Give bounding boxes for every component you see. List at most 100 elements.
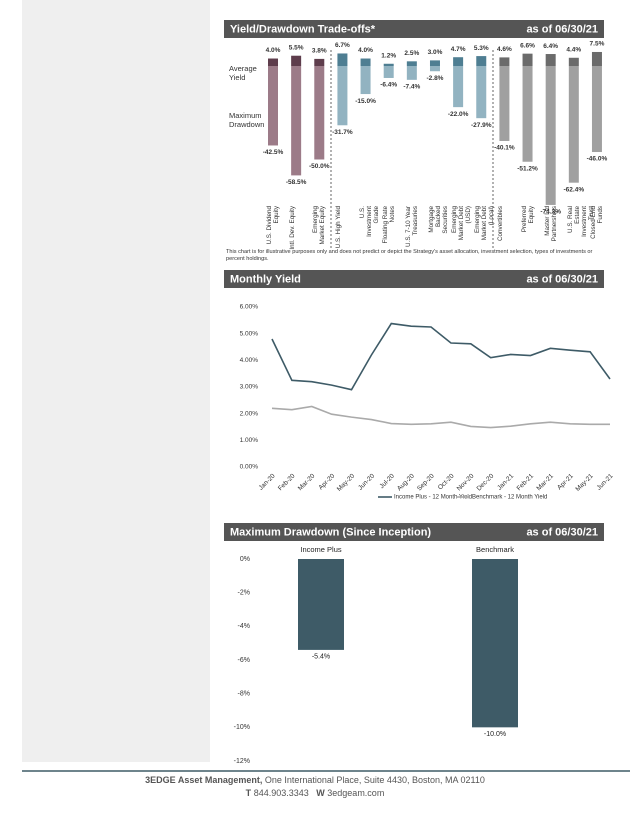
bar (429, 60, 440, 66)
bar (568, 66, 579, 183)
value-label: -58.5% (286, 179, 307, 186)
category-label: Mortgage Backed Securities (427, 206, 449, 234)
x-tick-label: Mar-21 (535, 472, 555, 492)
value-label: -10.0% (484, 731, 506, 738)
line-series (271, 405, 610, 429)
bar (406, 61, 417, 66)
value-label: 3.8% (312, 48, 327, 55)
category-label: Master Ltd Partnerships (543, 206, 558, 242)
bar (291, 55, 302, 66)
bar (268, 66, 278, 146)
value-label: -6.4% (380, 82, 397, 89)
legend-label: Income Plus - 12 Month Yield (394, 495, 472, 501)
y-tick-label: 3.00% (240, 384, 259, 391)
line-series (271, 322, 611, 391)
value-label: 4.6% (497, 46, 512, 53)
y-tick-label: 5.00% (240, 330, 259, 337)
value-label: -42.5% (263, 149, 284, 156)
y-tick-label: 4.00% (240, 357, 259, 364)
value-label: 6.7% (335, 42, 350, 49)
bar (383, 63, 394, 66)
x-tick-label: Apr-20 (318, 472, 337, 491)
value-label: -27.9% (471, 122, 492, 129)
bar (472, 559, 518, 728)
bar (591, 66, 602, 153)
x-tick-label: Sep-20 (416, 472, 436, 492)
web-label: W (316, 788, 325, 798)
bar (499, 57, 510, 66)
bar (545, 54, 556, 66)
value-label: -50.0% (309, 163, 330, 170)
bar (476, 56, 487, 66)
sidebar (22, 0, 210, 762)
y-tick-label: 0.00% (240, 464, 259, 471)
x-tick-label: Jan-21 (496, 472, 515, 491)
value-label: -2.8% (426, 75, 443, 82)
x-tick-label: Oct-20 (437, 472, 456, 491)
y-tick-label: -6% (238, 657, 250, 664)
category-label: U.S. High Yield (335, 206, 343, 249)
category-label: Convertibles (497, 206, 505, 241)
footnote: This chart is for illustrative purposes … (226, 249, 593, 262)
bar (406, 66, 417, 80)
category-label: Emerging Market Equity (312, 206, 327, 245)
x-tick-label: Jan-20 (258, 472, 277, 491)
footer-line: T 844.903.3343 W 3edgeam.com (0, 788, 630, 798)
bar (383, 66, 394, 78)
chart-date: as of 06/30/21 (526, 526, 598, 538)
category-label: Floating Rate Notes (381, 206, 396, 244)
footer-line: 3EDGE Asset Management, One Internationa… (0, 775, 630, 785)
chart-title: Yield/Drawdown Trade-offs* (230, 23, 376, 35)
bar (591, 51, 602, 66)
y-tick-label: 1.00% (240, 437, 259, 444)
bar (360, 58, 371, 66)
y-tick-label: -2% (238, 590, 250, 597)
series-label: Average Yield (229, 64, 257, 82)
bar (499, 66, 510, 141)
header-bar (224, 523, 604, 541)
bar (545, 66, 556, 205)
x-tick-label: Feb-20 (277, 472, 297, 492)
chart-title: Monthly Yield (230, 273, 301, 285)
value-label: 5.3% (474, 45, 489, 52)
address: One International Place, Suite 4430, Bos… (264, 775, 485, 785)
category-label: U.S. 7-10 Year Treasuries (404, 206, 419, 247)
bar (291, 66, 302, 176)
bar (453, 57, 464, 66)
x-tick-label: Mar-20 (297, 472, 317, 492)
y-tick-label: 2.00% (240, 410, 259, 417)
value-label: -40.1% (494, 145, 515, 152)
chart-date: as of 06/30/21 (526, 23, 598, 35)
value-label: -22.0% (448, 111, 469, 118)
chart-title: Maximum Drawdown (Since Inception) (230, 526, 431, 538)
category-label: U.S. Investment Grade (358, 206, 380, 237)
value-label: 2.5% (404, 50, 419, 57)
bar (268, 58, 278, 66)
bar (522, 66, 533, 162)
x-tick-label: Jun-20 (357, 472, 376, 491)
bar (337, 53, 348, 66)
phone-label: T (245, 788, 252, 798)
category-label: Intl. Dev. Equity (289, 206, 297, 250)
category-label: Income Plus (300, 545, 342, 554)
value-label: 1.2% (381, 52, 396, 59)
bar (453, 66, 464, 108)
bar (429, 66, 440, 72)
bar (476, 66, 487, 119)
value-label: 7.5% (590, 41, 605, 48)
value-label: -7.4% (403, 84, 420, 91)
category-label: Preferred Equity (520, 206, 535, 233)
company: 3EDGE Asset Management, (145, 775, 263, 785)
x-tick-label: Dec-20 (476, 472, 496, 492)
header-bar (224, 270, 604, 288)
y-tick-label: -8% (238, 691, 250, 698)
value-label: -46.0% (587, 156, 608, 163)
value-label: -15.0% (355, 98, 376, 105)
x-tick-label: Feb-21 (516, 472, 536, 492)
x-tick-label: Jul-20 (378, 472, 396, 490)
value-label: 6.6% (520, 42, 535, 49)
bar (314, 58, 325, 66)
y-tick-label: -12% (234, 758, 250, 765)
